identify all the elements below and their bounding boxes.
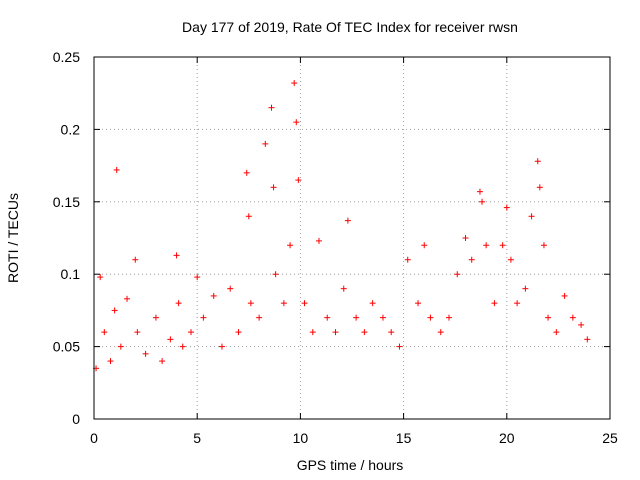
data-point — [483, 242, 490, 249]
data-point — [584, 336, 591, 343]
data-point — [272, 271, 279, 278]
data-point — [173, 252, 180, 259]
data-point — [476, 188, 483, 195]
data-point — [247, 300, 254, 307]
data-point — [291, 80, 298, 87]
x-tick-label: 25 — [602, 430, 618, 446]
data-point — [309, 329, 316, 336]
data-point — [427, 314, 434, 321]
data-point — [262, 140, 269, 147]
data-point — [179, 343, 186, 350]
data-point — [369, 300, 376, 307]
data-point — [446, 314, 453, 321]
data-point — [175, 300, 182, 307]
data-point — [167, 336, 174, 343]
data-point — [152, 314, 159, 321]
data-point — [479, 198, 486, 205]
y-tick-label: 0.2 — [61, 121, 81, 137]
data-point — [293, 119, 300, 126]
data-point — [210, 292, 217, 299]
data-point — [159, 358, 166, 365]
data-point — [507, 256, 514, 263]
data-point — [415, 300, 422, 307]
data-point — [301, 300, 308, 307]
data-point — [534, 158, 541, 165]
data-point — [132, 256, 139, 263]
data-point — [437, 329, 444, 336]
data-point — [200, 314, 207, 321]
y-tick-label: 0.15 — [53, 194, 80, 210]
data-point — [270, 184, 277, 191]
data-point — [340, 285, 347, 292]
data-point — [227, 285, 234, 292]
data-point — [188, 329, 195, 336]
data-point — [569, 314, 576, 321]
data-point — [421, 242, 428, 249]
data-point — [101, 329, 108, 336]
data-point — [124, 295, 131, 302]
y-tick-label: 0 — [72, 411, 80, 427]
data-point — [332, 329, 339, 336]
data-point — [561, 292, 568, 299]
data-point — [553, 329, 560, 336]
data-point — [361, 329, 368, 336]
data-point — [245, 213, 252, 220]
data-point — [578, 321, 585, 328]
plot-frame — [93, 56, 611, 420]
data-point — [404, 256, 411, 263]
y-tick-labels: 0 0.05 0.1 0.15 0.2 0.25 — [53, 49, 80, 427]
data-point — [454, 271, 461, 278]
data-point — [315, 237, 322, 244]
data-point — [117, 343, 124, 350]
grid-lines — [94, 57, 610, 419]
data-point — [468, 256, 475, 263]
data-point — [194, 274, 201, 281]
x-axis-label: GPS time / hours — [297, 457, 404, 473]
data-point — [113, 166, 120, 173]
data-point — [491, 300, 498, 307]
data-point — [287, 242, 294, 249]
data-point — [295, 177, 302, 184]
data-point — [528, 213, 535, 220]
data-point — [268, 104, 275, 111]
chart-title: Day 177 of 2019, Rate Of TEC Index for r… — [182, 19, 518, 35]
data-point — [344, 217, 351, 224]
data-point — [503, 204, 510, 211]
y-axis-label: ROTI / TECUs — [5, 193, 21, 283]
data-point — [379, 314, 386, 321]
x-tick-label: 15 — [396, 430, 412, 446]
x-tick-label: 5 — [193, 430, 201, 446]
data-point — [462, 235, 469, 241]
data-point — [97, 274, 104, 281]
data-point — [324, 314, 331, 321]
data-point — [280, 300, 287, 307]
scatter-points — [93, 80, 591, 372]
x-tick-label: 0 — [90, 430, 98, 446]
data-point — [111, 307, 118, 314]
data-point — [256, 314, 263, 321]
data-point — [353, 314, 360, 321]
data-point — [522, 285, 529, 292]
data-point — [514, 300, 521, 307]
data-point — [545, 314, 552, 321]
data-point — [499, 242, 506, 249]
data-point — [396, 343, 403, 350]
data-point — [107, 358, 114, 365]
data-point — [142, 350, 149, 357]
y-tick-label: 0.1 — [61, 266, 81, 282]
data-point — [243, 169, 250, 176]
x-tick-labels: 0 5 10 15 20 25 — [90, 430, 618, 446]
data-point — [540, 242, 547, 249]
x-tick-label: 20 — [499, 430, 515, 446]
y-tick-label: 0.05 — [53, 339, 80, 355]
data-point — [218, 343, 225, 350]
y-tick-label: 0.25 — [53, 49, 80, 65]
data-point — [536, 184, 543, 191]
axis-ticks — [93, 56, 611, 420]
data-point — [388, 329, 395, 336]
data-point — [235, 329, 242, 336]
x-tick-label: 10 — [293, 430, 309, 446]
data-point — [134, 329, 141, 336]
